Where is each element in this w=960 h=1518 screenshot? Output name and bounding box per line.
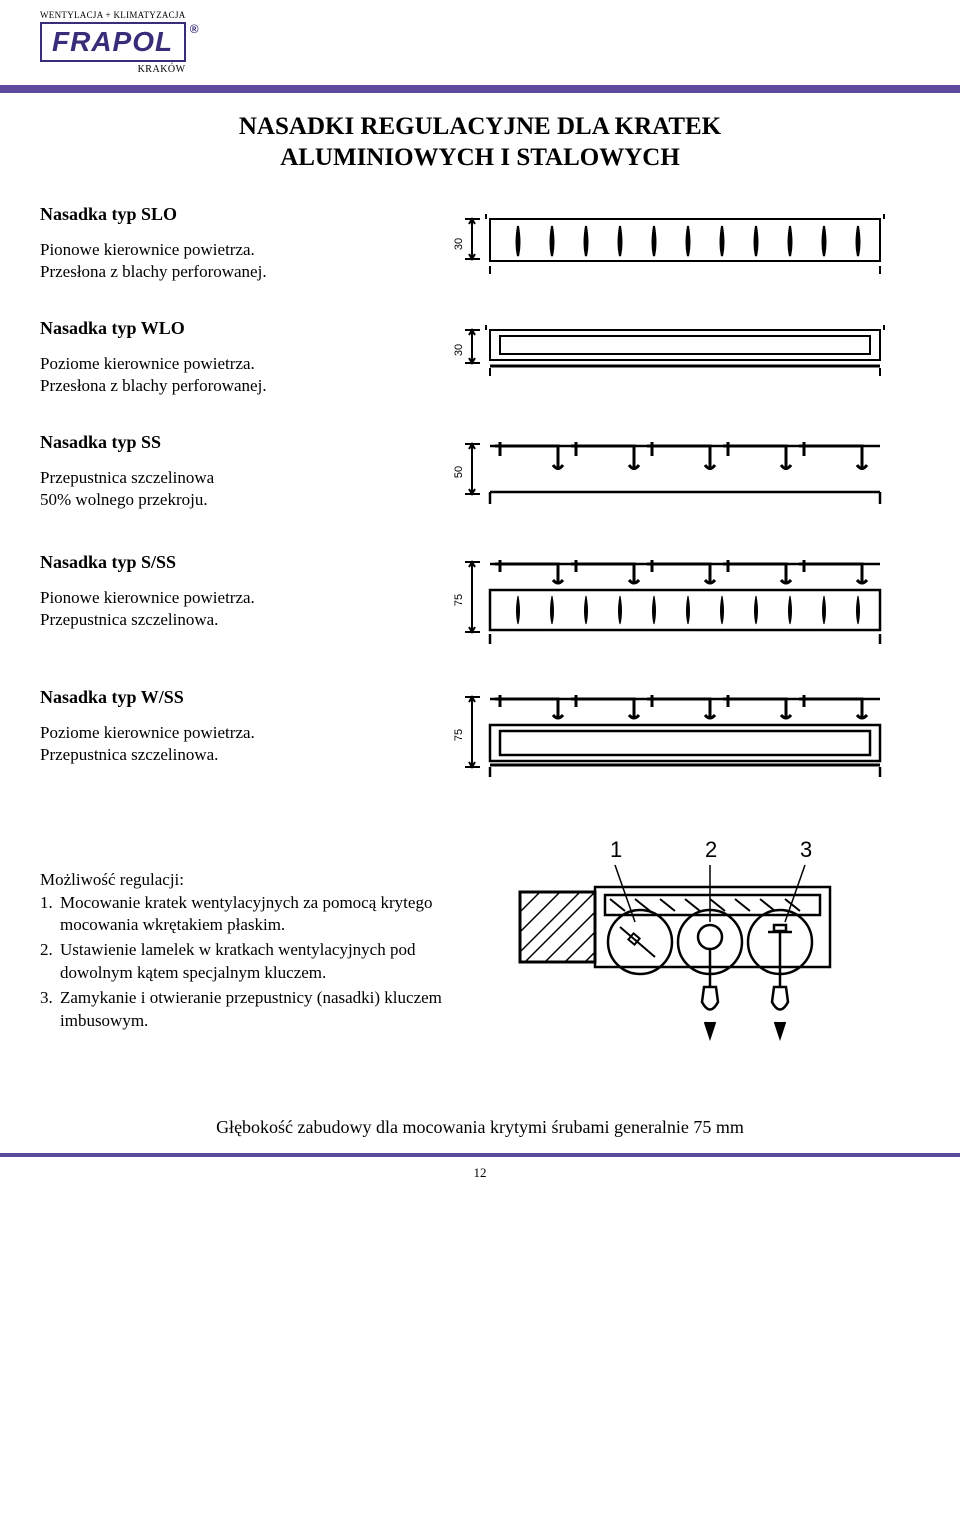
regulation-diagram: 1 2 3 bbox=[510, 837, 850, 1067]
header-divider bbox=[0, 85, 960, 93]
section-sss: Nasadka typ S/SS Pionowe kierownice powi… bbox=[40, 552, 920, 652]
logo-header: WENTYLACJA + KLIMATYZACJA FRAPOL ® KRAKÓ… bbox=[40, 0, 920, 85]
reg-label-1: 1 bbox=[610, 837, 622, 862]
regulation-item-3: Zamykanie i otwieranie przepustnicy (nas… bbox=[40, 987, 470, 1033]
title-line-1: NASADKI REGULACYJNE DLA KRATEK bbox=[239, 113, 721, 140]
regulation-section: Możliwość regulacji: Mocowanie kratek we… bbox=[40, 837, 920, 1067]
page-number: 12 bbox=[40, 1165, 920, 1181]
title-line-2: ALUMINIOWYCH I STALOWYCH bbox=[280, 144, 680, 171]
regulation-item-1: Mocowanie kratek wentylacyjnych za pomoc… bbox=[40, 892, 470, 938]
regulation-item-2: Ustawienie lamelek w kratkach wentylacyj… bbox=[40, 939, 470, 985]
wss-dim: 75 bbox=[453, 729, 465, 741]
wlo-line2: Przesłona z blachy perforowanej. bbox=[40, 376, 267, 395]
sss-heading: Nasadka typ S/SS bbox=[40, 552, 380, 573]
wlo-diagram: 30 bbox=[410, 318, 920, 388]
section-slo: Nasadka typ SLO Pionowe kierownice powie… bbox=[40, 204, 920, 283]
logo-tagline-bottom: KRAKÓW bbox=[40, 64, 186, 75]
ss-dim: 50 bbox=[453, 466, 465, 478]
logo-wordmark: FRAPOL ® bbox=[40, 22, 186, 62]
reg-label-3: 3 bbox=[800, 837, 812, 862]
slo-heading: Nasadka typ SLO bbox=[40, 204, 380, 225]
logo-text: FRAPOL bbox=[52, 26, 173, 57]
logo-tagline-top: WENTYLACJA + KLIMATYZACJA bbox=[40, 10, 186, 20]
wss-line2: Przepustnica szczelinowa. bbox=[40, 745, 218, 764]
sss-diagram: 75 bbox=[410, 552, 920, 652]
regulation-heading: Możliwość regulacji: bbox=[40, 869, 470, 892]
reg-label-2: 2 bbox=[705, 837, 717, 862]
wlo-heading: Nasadka typ WLO bbox=[40, 318, 380, 339]
wss-diagram: 75 bbox=[410, 687, 920, 787]
sss-dim: 75 bbox=[453, 594, 465, 606]
slo-line2: Przesłona z blachy perforowanej. bbox=[40, 262, 267, 281]
section-ss: Nasadka typ SS Przepustnica szczelinowa … bbox=[40, 432, 920, 517]
section-wlo: Nasadka typ WLO Poziome kierownice powie… bbox=[40, 318, 920, 397]
wss-line1: Poziome kierownice powietrza. bbox=[40, 723, 255, 742]
wlo-line1: Poziome kierownice powietrza. bbox=[40, 354, 255, 373]
slo-dim: 30 bbox=[453, 237, 465, 249]
ss-line1: Przepustnica szczelinowa bbox=[40, 468, 214, 487]
ss-heading: Nasadka typ SS bbox=[40, 432, 380, 453]
footer-note: Głębokość zabudowy dla mocowania krytymi… bbox=[40, 1117, 920, 1138]
ss-diagram: 50 bbox=[410, 432, 920, 517]
page-title: NASADKI REGULACYJNE DLA KRATEK ALUMINIOW… bbox=[40, 111, 920, 174]
sss-line2: Przepustnica szczelinowa. bbox=[40, 610, 218, 629]
ss-line2: 50% wolnego przekroju. bbox=[40, 490, 208, 509]
wss-heading: Nasadka typ W/SS bbox=[40, 687, 380, 708]
section-wss: Nasadka typ W/SS Poziome kierownice powi… bbox=[40, 687, 920, 787]
regulation-list: Mocowanie kratek wentylacyjnych za pomoc… bbox=[40, 892, 470, 1034]
footer-divider bbox=[0, 1153, 960, 1157]
slo-line1: Pionowe kierownice powietrza. bbox=[40, 240, 255, 259]
sss-line1: Pionowe kierownice powietrza. bbox=[40, 588, 255, 607]
logo-registered: ® bbox=[190, 22, 200, 36]
slo-diagram: 30 bbox=[410, 204, 920, 279]
wlo-dim: 30 bbox=[453, 344, 465, 356]
